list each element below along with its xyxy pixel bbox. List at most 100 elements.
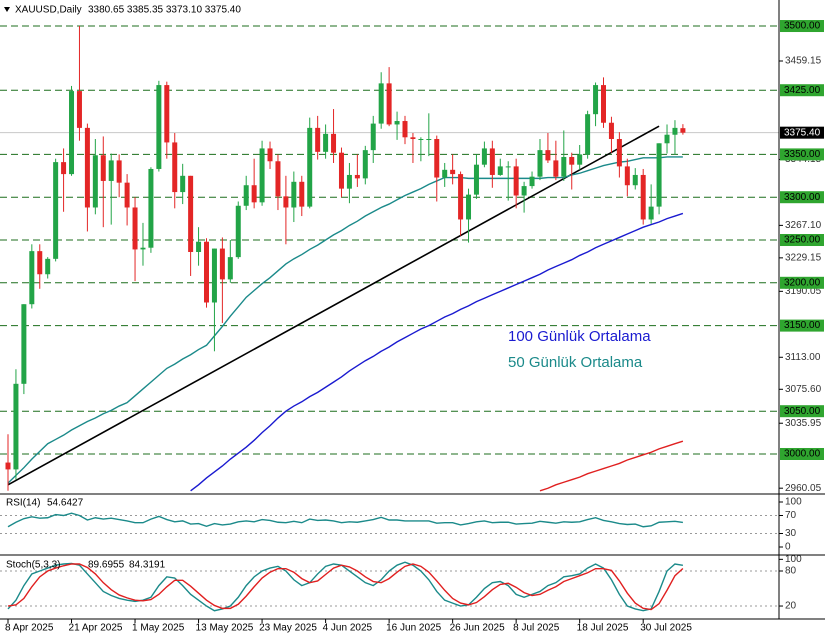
candle-body: [291, 181, 297, 208]
candle-body: [545, 150, 551, 161]
symbol-label: XAUUSD,Daily: [15, 5, 82, 16]
y-tick-label: 3267.10: [785, 220, 822, 231]
candle-body: [267, 148, 273, 162]
candle-body: [53, 162, 59, 259]
candle-body: [624, 166, 630, 186]
candle-body: [466, 194, 472, 220]
level-box: [780, 191, 824, 204]
candle-body: [108, 160, 114, 181]
candle-body: [553, 160, 559, 177]
x-tick-label: 21 Apr 2025: [69, 623, 123, 634]
level-box: [780, 148, 824, 161]
candle-body: [338, 152, 344, 189]
rsi-title: RSI(14): [6, 498, 40, 509]
candle-body: [275, 161, 281, 197]
series-line: [7, 563, 684, 611]
candle-body: [656, 143, 662, 207]
candle-body: [243, 185, 249, 206]
y-tick-label: 3459.15: [785, 56, 822, 67]
candle-body: [259, 148, 265, 203]
x-tick-label: 8 Apr 2025: [5, 623, 54, 634]
candle-body: [664, 134, 670, 144]
candle-body: [13, 383, 19, 470]
candle-body: [458, 174, 464, 220]
candle-body: [315, 127, 321, 152]
main-levels: [0, 25, 779, 455]
y-tick-label: 3035.95: [785, 418, 822, 429]
series-line: [7, 512, 683, 528]
candle-body: [235, 205, 241, 258]
candle-body: [283, 196, 289, 208]
menu-triangle: [4, 7, 10, 12]
candle-body: [61, 162, 67, 175]
level-box: [780, 276, 824, 289]
candle-body: [362, 150, 368, 179]
candle-body: [386, 83, 392, 125]
candle-body: [45, 258, 51, 275]
x-tick-label: 13 May 2025: [196, 623, 254, 634]
legend-entry: 50 Günlük Ortalama: [508, 354, 643, 371]
main-plot: [5, 26, 686, 492]
candle-body: [76, 91, 82, 128]
level-label: 3350.00: [784, 149, 821, 160]
series-line: [190, 212, 684, 492]
candle-body: [616, 139, 622, 167]
candle-body: [180, 175, 186, 193]
rsi-value: 54.6427: [47, 498, 84, 509]
candle-body: [84, 127, 90, 208]
candle-body: [370, 123, 376, 151]
x-tick-label: 30 Jul 2025: [640, 623, 692, 634]
candle-body: [5, 462, 11, 470]
series-line: [539, 440, 684, 492]
candle-body: [648, 206, 654, 220]
stoch-title: Stoch(5,3,3): [6, 560, 60, 571]
stoch-main-value: 89.6955: [88, 560, 125, 571]
rsi-plot: [0, 512, 779, 535]
candle-body: [307, 127, 313, 207]
candle-body: [211, 248, 217, 303]
series-line: [7, 561, 684, 612]
candle-body: [251, 185, 257, 203]
candle-body: [481, 148, 487, 165]
candle-body: [378, 83, 384, 124]
x-tick-label: 8 Jul 2025: [513, 623, 560, 634]
candle-body: [21, 304, 27, 384]
candle-body: [394, 121, 400, 125]
y-tick-label: 2960.05: [785, 483, 822, 494]
candle-body: [188, 175, 194, 252]
candle-body: [148, 168, 154, 248]
level-label: 3000.00: [784, 449, 821, 460]
candle-body: [434, 139, 440, 178]
candle-body: [410, 137, 416, 140]
candle-body: [473, 164, 479, 195]
y-tick-label: 3075.60: [785, 384, 822, 395]
candle-body: [672, 127, 678, 135]
candle-body: [601, 85, 606, 123]
level-label: 3150.00: [784, 320, 821, 331]
candle-body: [37, 251, 43, 275]
x-tick-label: 26 Jun 2025: [450, 623, 505, 634]
candle-body: [346, 174, 352, 189]
trendline: [7, 125, 660, 486]
candle-body: [450, 169, 456, 175]
candle-body: [69, 91, 75, 175]
candle-body: [354, 174, 360, 179]
candle-body: [164, 85, 170, 143]
level-box: [780, 20, 824, 33]
candle-body: [331, 133, 337, 153]
level-label: 3300.00: [784, 192, 821, 203]
candle-body: [418, 139, 424, 141]
candle-body: [537, 150, 543, 177]
legend-entry: 100 Günlük Ortalama: [508, 328, 651, 345]
candle-body: [323, 133, 329, 152]
candle-body: [513, 166, 519, 196]
candle-body: [196, 241, 202, 252]
y-tick-label: 3190.05: [785, 286, 822, 297]
candle-body: [204, 241, 209, 303]
stoch-signal-value: 84.3191: [129, 560, 166, 571]
candle-body: [593, 85, 599, 115]
y-tick-label: 0: [785, 542, 791, 553]
